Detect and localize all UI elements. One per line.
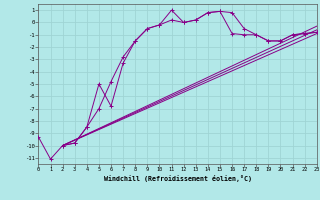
X-axis label: Windchill (Refroidissement éolien,°C): Windchill (Refroidissement éolien,°C) — [104, 175, 252, 182]
